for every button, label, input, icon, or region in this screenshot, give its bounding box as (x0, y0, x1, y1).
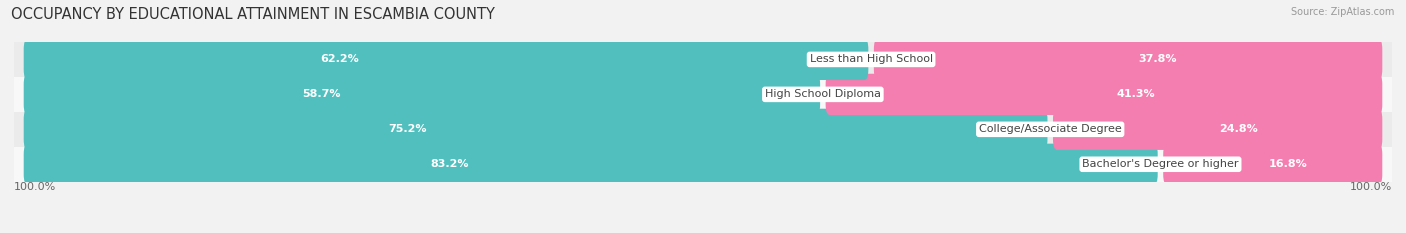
Text: Less than High School: Less than High School (810, 55, 932, 64)
FancyBboxPatch shape (24, 144, 1157, 185)
Text: 37.8%: 37.8% (1139, 55, 1177, 64)
Text: 58.7%: 58.7% (302, 89, 340, 99)
FancyBboxPatch shape (24, 74, 820, 115)
Text: 100.0%: 100.0% (1350, 182, 1392, 192)
Text: 83.2%: 83.2% (430, 159, 470, 169)
Bar (14, 112, 1392, 147)
Text: 75.2%: 75.2% (388, 124, 427, 134)
Bar (14, 77, 1392, 112)
Text: 100.0%: 100.0% (14, 182, 56, 192)
Bar (14, 147, 1392, 182)
FancyBboxPatch shape (1163, 144, 1382, 185)
FancyBboxPatch shape (825, 74, 1382, 115)
Text: 62.2%: 62.2% (321, 55, 359, 64)
Text: 41.3%: 41.3% (1116, 89, 1156, 99)
FancyBboxPatch shape (24, 39, 869, 80)
Text: Bachelor's Degree or higher: Bachelor's Degree or higher (1083, 159, 1239, 169)
FancyBboxPatch shape (24, 109, 1047, 150)
Text: 24.8%: 24.8% (1219, 124, 1257, 134)
FancyBboxPatch shape (875, 39, 1382, 80)
Text: College/Associate Degree: College/Associate Degree (979, 124, 1122, 134)
Text: Source: ZipAtlas.com: Source: ZipAtlas.com (1291, 7, 1395, 17)
Bar (14, 42, 1392, 77)
Text: High School Diploma: High School Diploma (765, 89, 882, 99)
FancyBboxPatch shape (1053, 109, 1382, 150)
Text: OCCUPANCY BY EDUCATIONAL ATTAINMENT IN ESCAMBIA COUNTY: OCCUPANCY BY EDUCATIONAL ATTAINMENT IN E… (11, 7, 495, 22)
Text: 16.8%: 16.8% (1268, 159, 1308, 169)
